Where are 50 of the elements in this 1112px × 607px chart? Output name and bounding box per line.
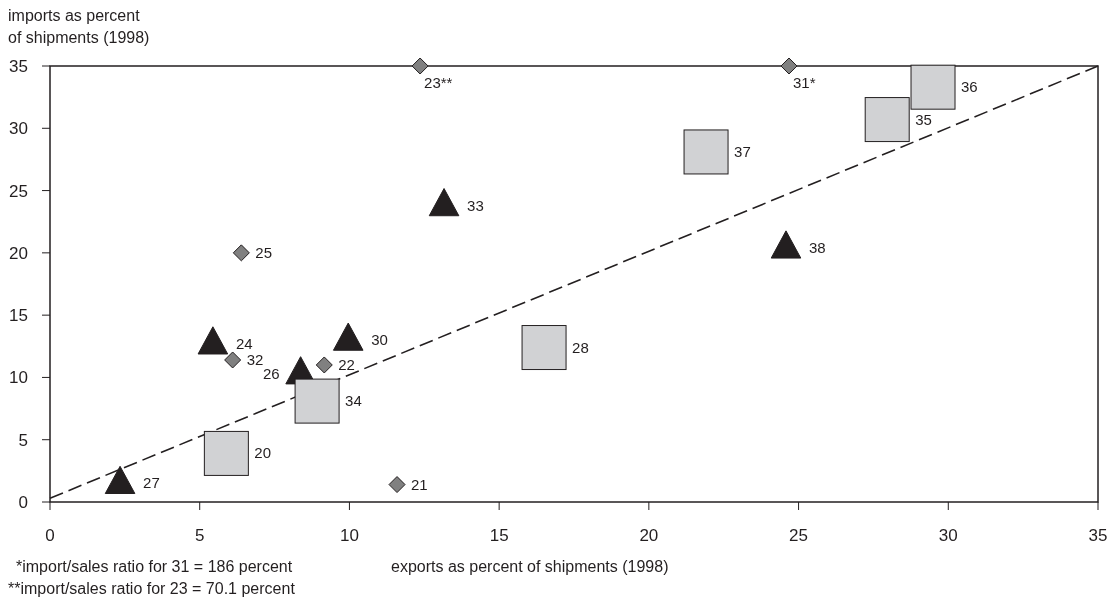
x-axis-title: exports as percent of shipments (1998) bbox=[391, 558, 669, 575]
annotation: 22 bbox=[338, 355, 355, 373]
annotation: 35 bbox=[915, 110, 932, 128]
point bbox=[224, 351, 242, 369]
point bbox=[910, 64, 956, 110]
y-tick-label: 35 bbox=[9, 57, 28, 76]
annotation: 26 bbox=[262, 364, 280, 382]
x-tick-label: 35 bbox=[1088, 526, 1108, 545]
point bbox=[780, 57, 798, 75]
y-tick-label: 25 bbox=[9, 181, 28, 201]
annotation: 27 bbox=[143, 474, 160, 492]
point bbox=[683, 129, 729, 175]
text: *import/sales ratio for 31 = 186 percent bbox=[16, 558, 293, 575]
x-tick-label: 0 bbox=[45, 526, 55, 545]
y-tick-label: 20 bbox=[9, 243, 28, 263]
annotation: 25 bbox=[255, 243, 273, 261]
y-tick-label: 30 bbox=[9, 119, 28, 139]
point bbox=[411, 57, 429, 75]
x-tick-label: 10 bbox=[339, 526, 359, 545]
x-tick-label: 30 bbox=[938, 526, 958, 545]
annotation: 21 bbox=[411, 475, 428, 493]
x-tick-label: 5 bbox=[194, 526, 205, 545]
annotation: 38 bbox=[809, 238, 826, 256]
point bbox=[315, 356, 333, 374]
x-tick-label: 20 bbox=[639, 526, 659, 545]
y-axis-title: imports as percent of shipments (1998) bbox=[8, 7, 150, 46]
annotation: 24 bbox=[235, 334, 253, 352]
annotation: 20 bbox=[254, 444, 272, 462]
x-tick-label: 15 bbox=[489, 526, 509, 545]
annotation: 37 bbox=[734, 142, 751, 160]
annotation: 36 bbox=[961, 78, 978, 96]
annotation: 28 bbox=[572, 338, 589, 356]
annotation: 33 bbox=[467, 196, 484, 214]
point bbox=[203, 430, 249, 476]
annotation: 32 bbox=[246, 350, 264, 368]
annotation: 30 bbox=[371, 331, 388, 349]
point bbox=[294, 378, 340, 424]
y-tick-label: 15 bbox=[9, 306, 28, 326]
point bbox=[388, 476, 406, 494]
point bbox=[864, 97, 910, 143]
text: **import/sales ratio for 23 = 70.1 percent bbox=[8, 580, 296, 597]
annotation: 34 bbox=[345, 392, 362, 410]
y-tick-label: 0 bbox=[18, 493, 28, 512]
y-tick-label: 10 bbox=[9, 368, 28, 388]
annotation: 31* bbox=[792, 74, 816, 91]
annotation: 23** bbox=[424, 74, 453, 91]
point bbox=[232, 244, 250, 262]
x-tick-label: 25 bbox=[789, 526, 809, 545]
point bbox=[521, 325, 567, 371]
y-tick-label: 5 bbox=[18, 430, 28, 450]
